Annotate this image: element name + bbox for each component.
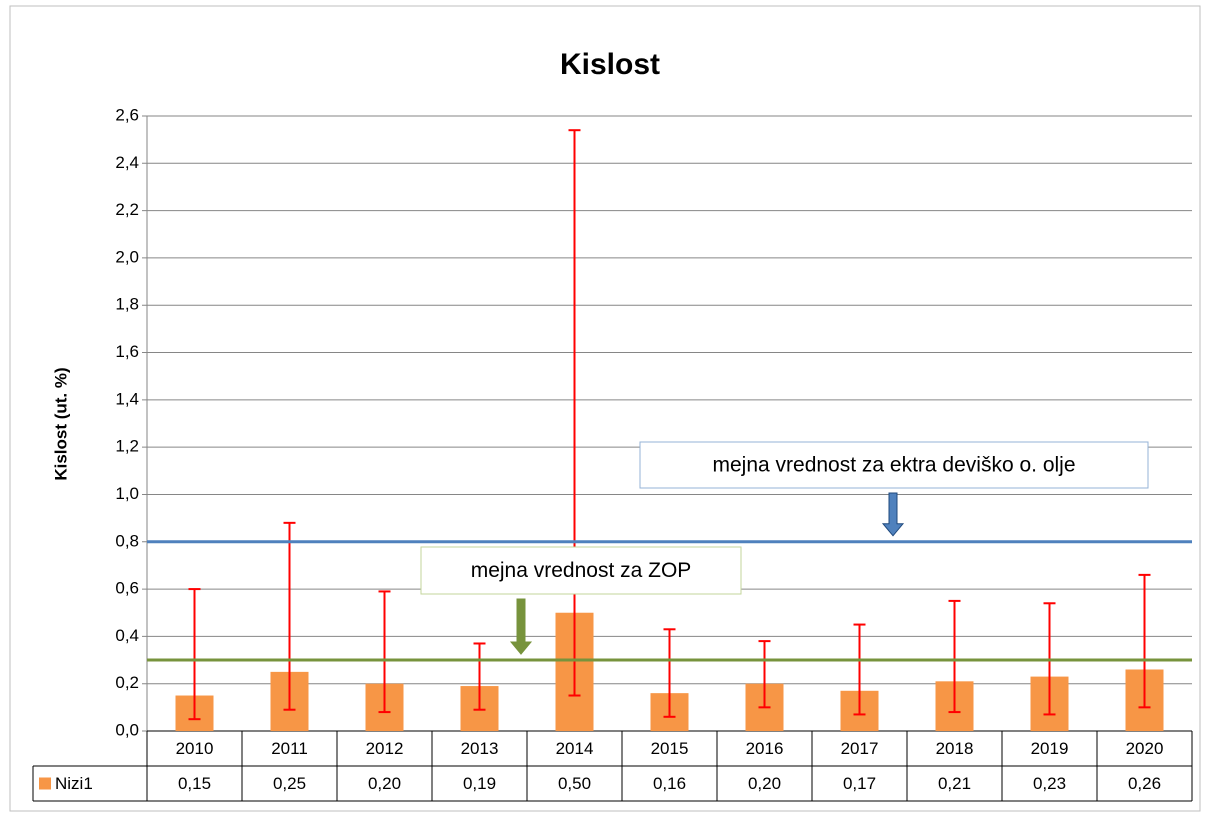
annotation-text: mejna vrednost za ektra deviško o. olje bbox=[712, 454, 1075, 477]
y-tick-label: 1,0 bbox=[115, 484, 139, 503]
error-bar bbox=[1138, 573, 1151, 709]
x-tick-label: 2018 bbox=[936, 739, 974, 758]
annotation-arrow bbox=[881, 492, 905, 537]
x-tick-label: 2012 bbox=[366, 739, 404, 758]
table-value: 0,25 bbox=[273, 774, 306, 793]
y-tick-label: 0,4 bbox=[115, 626, 139, 645]
table-value: 0,26 bbox=[1128, 774, 1161, 793]
table-value: 0,23 bbox=[1033, 774, 1066, 793]
table-value: 0,21 bbox=[938, 774, 971, 793]
y-tick-label: 1,8 bbox=[115, 295, 139, 314]
x-tick-label: 2014 bbox=[556, 739, 594, 758]
error-bar bbox=[473, 642, 486, 711]
x-tick-label: 2011 bbox=[271, 739, 308, 758]
table-value: 0,50 bbox=[558, 774, 591, 793]
x-tick-label: 2015 bbox=[651, 739, 689, 758]
y-axis-label: Kislost (ut. %) bbox=[51, 367, 70, 480]
error-bar bbox=[188, 588, 201, 721]
table-value: 0,15 bbox=[178, 774, 211, 793]
chart-title: Kislost bbox=[560, 48, 660, 81]
error-bar bbox=[948, 599, 961, 714]
legend-label: Nizi1 bbox=[55, 774, 93, 793]
table-value: 0,19 bbox=[463, 774, 496, 793]
annotation-text: mejna vrednost za ZOP bbox=[471, 559, 692, 582]
x-tick-label: 2016 bbox=[746, 739, 784, 758]
error-bar bbox=[853, 623, 866, 716]
table-value: 0,17 bbox=[843, 774, 876, 793]
x-tick-label: 2020 bbox=[1126, 739, 1164, 758]
y-tick-label: 1,2 bbox=[115, 437, 139, 456]
y-tick-label: 2,0 bbox=[115, 247, 139, 266]
error-bar bbox=[758, 640, 771, 709]
table-value: 0,16 bbox=[653, 774, 686, 793]
x-tick-label: 2013 bbox=[461, 739, 499, 758]
table-value: 0,20 bbox=[748, 774, 781, 793]
x-tick-label: 2017 bbox=[841, 739, 879, 758]
x-tick-label: 2019 bbox=[1031, 739, 1069, 758]
y-tick-label: 0,6 bbox=[115, 579, 139, 598]
y-tick-label: 2,2 bbox=[115, 200, 139, 219]
annotation-box bbox=[639, 441, 1149, 489]
error-bar bbox=[283, 521, 296, 711]
error-bar bbox=[568, 129, 581, 697]
y-tick-label: 2,4 bbox=[115, 153, 139, 172]
legend-swatch bbox=[39, 777, 51, 790]
table-value: 0,20 bbox=[368, 774, 401, 793]
x-tick-label: 2010 bbox=[176, 739, 214, 758]
y-tick-label: 2,6 bbox=[115, 105, 139, 124]
annotation-box bbox=[420, 546, 742, 595]
y-tick-label: 1,6 bbox=[115, 342, 139, 361]
error-bar bbox=[663, 628, 676, 718]
y-tick-label: 1,4 bbox=[115, 389, 139, 408]
y-tick-label: 0,2 bbox=[115, 673, 139, 692]
y-tick-label: 0,0 bbox=[115, 720, 139, 739]
error-bar bbox=[378, 590, 391, 714]
y-tick-label: 0,8 bbox=[115, 531, 139, 550]
annotation-arrow bbox=[509, 598, 533, 655]
chart-border bbox=[9, 5, 1201, 812]
